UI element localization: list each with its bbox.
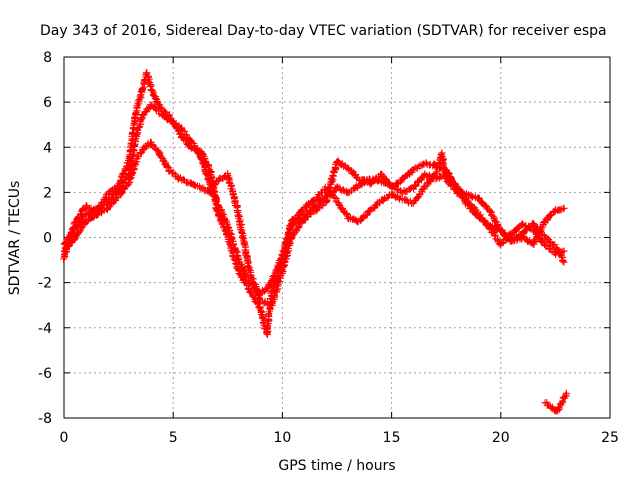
axis-tick-labels: 0 5 10 15 20 25 -8 -6 -4 -2 0 2 4 6 8: [38, 50, 619, 446]
y-axis-label: SDTVAR / TECUs: [7, 181, 23, 296]
y-tick-label: 6: [43, 95, 52, 111]
series-markers-track-c: [60, 69, 568, 339]
y-tick-label: 0: [43, 231, 52, 247]
y-tick-label: -2: [38, 276, 52, 292]
x-tick-label: 25: [601, 430, 619, 446]
y-tick-label: 4: [43, 140, 52, 156]
y-tick-label: 2: [43, 185, 52, 201]
x-tick-label: 0: [60, 430, 69, 446]
chart-title: Day 343 of 2016, Sidereal Day-to-day VTE…: [40, 23, 607, 39]
series-track-d: [541, 389, 571, 415]
series-markers-track-d: [541, 389, 571, 415]
x-axis-label: GPS time / hours: [278, 458, 395, 474]
y-tick-label: -4: [38, 321, 52, 337]
x-tick-label: 5: [169, 430, 178, 446]
data-series: [60, 69, 571, 415]
y-tick-label: 8: [43, 50, 52, 66]
y-tick-label: -8: [38, 411, 52, 427]
axis-ticks: [63, 56, 611, 419]
y-tick-label: -6: [38, 366, 52, 382]
x-tick-label: 10: [273, 430, 291, 446]
series-track-c: [60, 69, 568, 339]
x-tick-label: 20: [492, 430, 510, 446]
x-tick-label: 15: [383, 430, 401, 446]
